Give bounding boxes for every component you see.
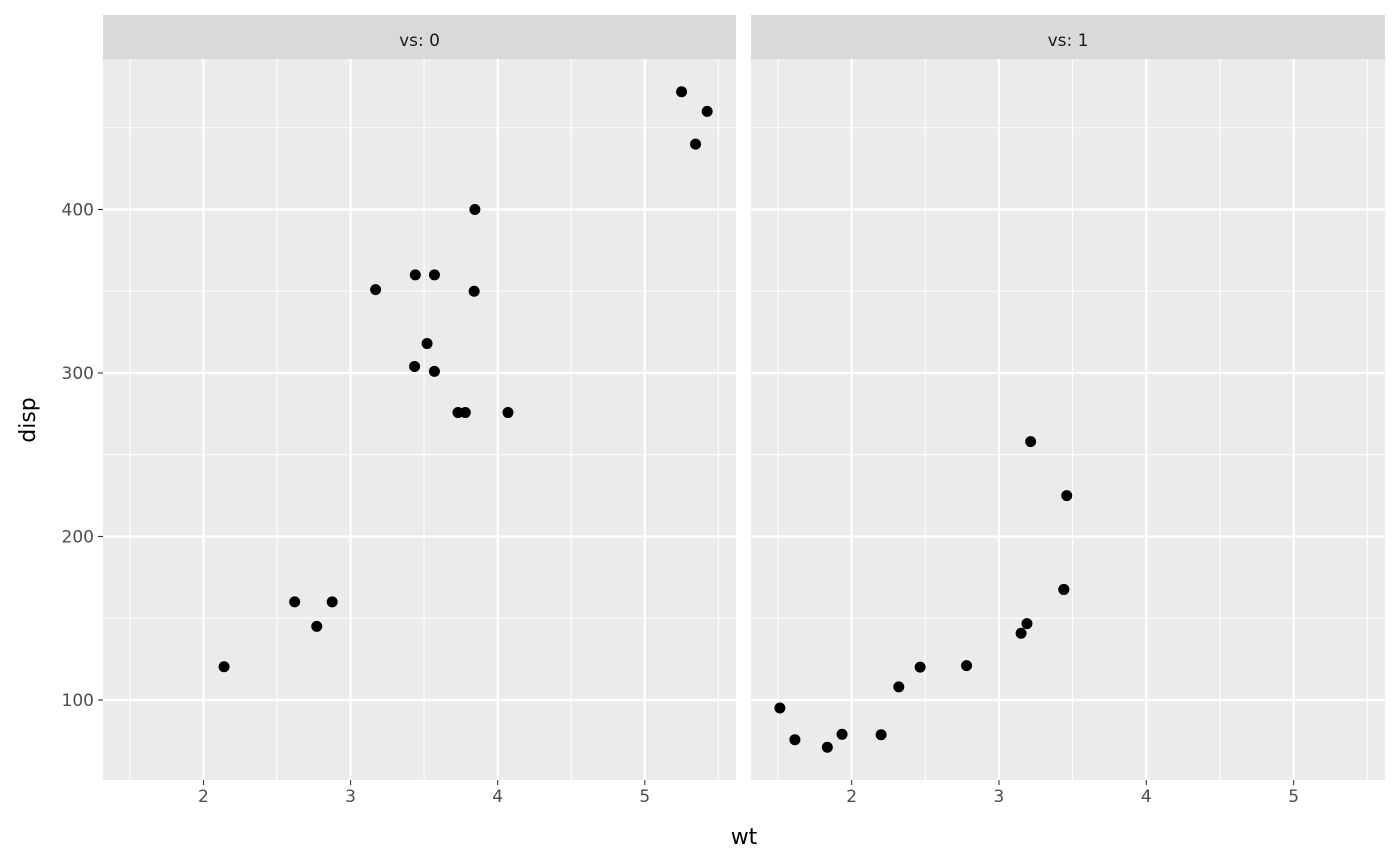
data-point (459, 407, 471, 419)
x-tick-label: 4 (1141, 787, 1152, 807)
panel-background (103, 59, 736, 780)
x-tick-label: 3 (994, 787, 1005, 807)
data-point (502, 407, 514, 419)
data-point (311, 620, 323, 632)
data-point (409, 360, 421, 372)
data-point (1061, 490, 1073, 502)
x-tick-label: 5 (1288, 787, 1299, 807)
data-point (1025, 436, 1037, 448)
facet-strip-label: vs: 0 (399, 31, 440, 51)
data-point (701, 105, 713, 117)
data-point (774, 702, 786, 714)
data-point (676, 86, 688, 98)
facet-strip-label: vs: 1 (1048, 31, 1089, 51)
data-point (893, 681, 905, 693)
x-tick-label: 5 (639, 787, 650, 807)
data-point (289, 596, 301, 608)
data-point (469, 203, 481, 215)
facet-strip (751, 15, 1385, 59)
facet-strip (103, 15, 736, 59)
panel-background (751, 59, 1385, 780)
data-point (370, 284, 382, 296)
data-point (961, 660, 973, 672)
x-tick-label: 3 (345, 787, 356, 807)
data-point (409, 269, 421, 281)
facet-panel-0: vs: 0 2 3 4 5 100 200 300 400 (62, 15, 736, 807)
data-point (789, 734, 801, 746)
y-tick-label: 200 (62, 527, 94, 547)
data-point (1058, 583, 1070, 595)
data-point (836, 728, 848, 740)
y-tick-label: 400 (62, 200, 94, 220)
data-point (218, 661, 230, 673)
data-point (428, 365, 440, 377)
x-axis-title: wt (731, 825, 758, 850)
data-point (875, 729, 887, 741)
x-tick-label: 2 (198, 787, 209, 807)
x-tick-label: 4 (492, 787, 503, 807)
y-axis-title: disp (16, 397, 41, 443)
facet-panel-1: vs: 1 2 3 4 5 (751, 15, 1385, 807)
y-tick-label: 100 (62, 691, 94, 711)
data-point (468, 285, 480, 297)
x-tick-label: 2 (846, 787, 857, 807)
data-point (821, 741, 833, 753)
data-point (1015, 627, 1027, 639)
data-point (326, 596, 338, 608)
data-point (914, 661, 926, 673)
data-point (421, 338, 433, 350)
data-point (428, 269, 440, 281)
y-tick-label: 300 (62, 364, 94, 384)
data-point (690, 138, 702, 150)
data-point (1021, 618, 1033, 630)
